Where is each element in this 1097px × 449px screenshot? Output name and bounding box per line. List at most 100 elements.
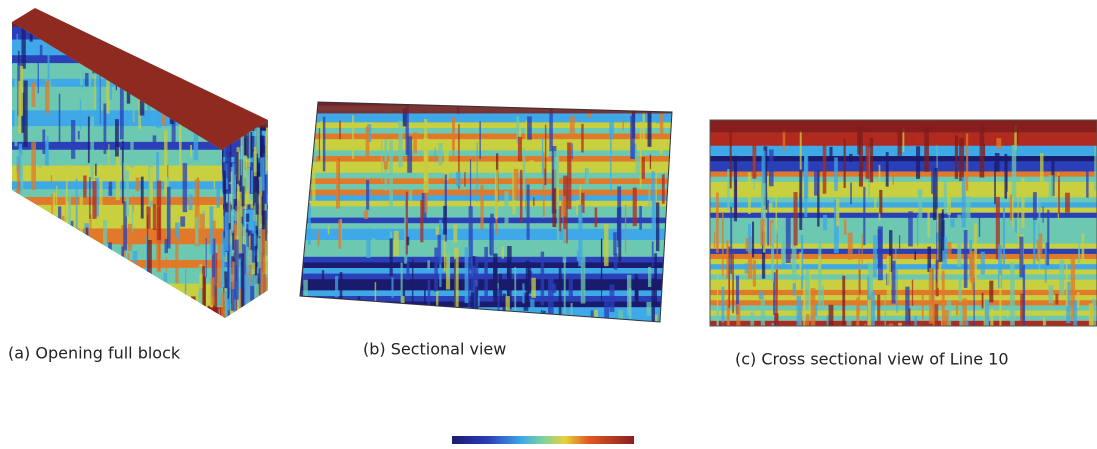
texture [760, 299, 765, 326]
texture [916, 214, 919, 246]
texture [261, 196, 264, 216]
texture [327, 226, 330, 235]
texture [728, 246, 730, 309]
texture [393, 230, 399, 256]
texture [300, 122, 672, 129]
texture [710, 217, 1097, 224]
texture [236, 151, 239, 185]
texture [549, 279, 554, 322]
texture [212, 22, 215, 41]
texture [241, 223, 243, 262]
texture [540, 309, 543, 322]
texture [713, 231, 716, 248]
texture [233, 198, 238, 210]
texture [721, 322, 726, 326]
texture [12, 275, 225, 285]
texture [867, 275, 871, 321]
texture [927, 246, 931, 272]
texture [551, 283, 557, 293]
texture [768, 203, 773, 212]
texture [38, 224, 44, 235]
block-top [12, 8, 268, 150]
texture [1019, 236, 1024, 278]
texture [836, 198, 840, 226]
texture [300, 265, 304, 322]
texture [262, 302, 264, 318]
texture [761, 150, 766, 197]
texture [260, 306, 262, 318]
block-side [222, 120, 273, 347]
texture [261, 310, 263, 318]
texture [34, 266, 36, 318]
texture [710, 269, 1097, 276]
texture [656, 111, 660, 124]
texture [454, 247, 459, 311]
texture [710, 186, 1097, 194]
texture [484, 246, 488, 298]
texture [68, 191, 71, 241]
texture [846, 319, 852, 326]
texture [411, 259, 414, 317]
texture [270, 162, 273, 208]
texture [647, 110, 652, 147]
texture [12, 202, 13, 255]
texture [651, 171, 655, 235]
texture [918, 188, 923, 239]
texture [950, 218, 955, 228]
texture [94, 256, 98, 318]
texture [996, 138, 1002, 150]
texture [850, 182, 852, 205]
texture [300, 116, 672, 124]
texture [325, 230, 328, 240]
texture [224, 290, 228, 318]
texture [710, 289, 1097, 297]
texture [70, 220, 74, 229]
texture [805, 269, 810, 306]
texture [911, 133, 916, 145]
texture [434, 247, 438, 292]
texture [448, 300, 452, 322]
texture [989, 280, 994, 303]
texture [200, 38, 204, 72]
texture [634, 274, 638, 306]
texture [300, 296, 672, 303]
texture [942, 236, 948, 266]
texture [146, 206, 151, 229]
texture [585, 168, 589, 190]
texture [121, 140, 124, 204]
texture [821, 285, 824, 311]
texture [1036, 193, 1038, 209]
texture [858, 125, 864, 187]
texture [1021, 177, 1025, 228]
texture [58, 93, 61, 148]
texture [799, 252, 802, 277]
texture [896, 264, 898, 313]
texture [1092, 298, 1097, 326]
texture [168, 288, 173, 318]
texture [823, 214, 828, 231]
texture [300, 139, 672, 146]
texture [307, 203, 311, 245]
texture [30, 207, 33, 244]
texture [710, 248, 1097, 255]
texture [99, 257, 103, 307]
texture [300, 228, 672, 236]
texture [541, 138, 544, 175]
texture [409, 186, 413, 201]
texture [240, 302, 245, 318]
texture [300, 144, 672, 152]
texture [14, 79, 18, 147]
texture [182, 163, 188, 213]
texture [269, 134, 270, 167]
texture [710, 192, 1097, 199]
texture [1022, 264, 1026, 326]
texture [228, 324, 232, 347]
texture [221, 232, 225, 289]
texture [322, 305, 327, 322]
texture [475, 286, 478, 322]
texture [300, 167, 672, 174]
texture [222, 128, 224, 178]
texture [190, 24, 194, 67]
texture [12, 315, 225, 318]
